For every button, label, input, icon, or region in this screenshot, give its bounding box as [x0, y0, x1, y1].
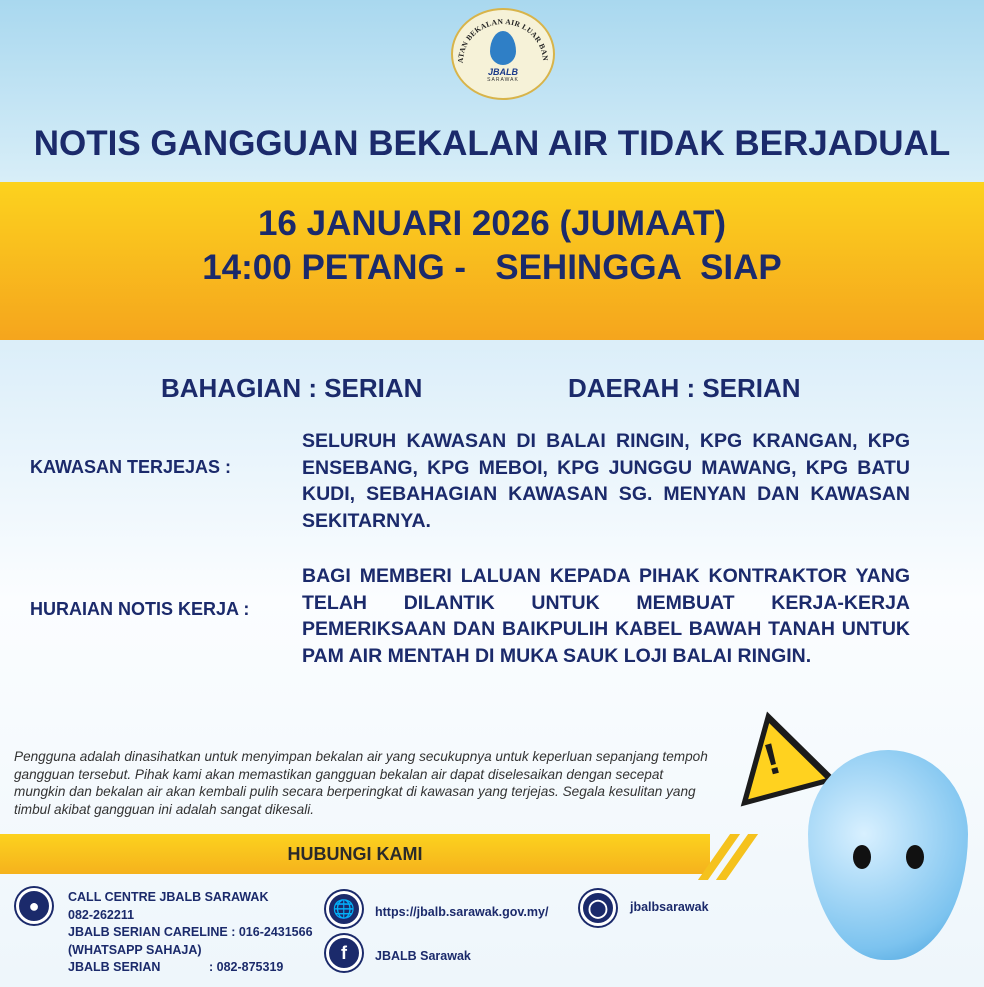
logo-ring: JABATAN BEKALAN AIR LUAR BANDAR: [450, 3, 550, 63]
facebook-link[interactable]: JBALB Sarawak: [375, 949, 471, 963]
huraian-label: HURAIAN NOTIS KERJA :: [30, 599, 250, 619]
website-link[interactable]: https://jbalb.sarawak.gov.my/: [375, 905, 549, 919]
mascot-eye: [853, 845, 871, 869]
time-line: 14:00 PETANG - SEHINGGA SIAP: [202, 248, 782, 287]
page-title: NOTIS GANGGUAN BEKALAN AIR TIDAK BERJADU…: [33, 124, 951, 163]
phone-contacts: CALL CENTRE JBALB SARAWAK 082-262211 JBA…: [68, 890, 313, 974]
kawasan-value: SELURUH KAWASAN DI BALAI RINGIN, KPG KRA…: [302, 430, 910, 532]
huraian-value: BAGI MEMBERI LALUAN KEPADA PIHAK KONTRAK…: [302, 565, 910, 667]
bahagian: BAHAGIAN : SERIAN: [161, 373, 423, 403]
mascot-eye: [906, 845, 924, 869]
daerah: DAERAH : SERIAN: [568, 373, 801, 403]
date-line: 16 JANUARI 2026 (JUMAAT): [257, 204, 727, 243]
instagram-link[interactable]: jbalbsarawak: [630, 900, 709, 914]
logo-name: JBALB: [487, 67, 518, 77]
water-drop-mascot: [808, 750, 968, 960]
logo-ring-text-wrap: JABATAN BEKALAN AIR LUAR BANDAR: [450, 3, 550, 63]
kawasan-label: KAWASAN TERJEJAS :: [30, 457, 232, 477]
instagram-icon: ◯: [580, 890, 616, 926]
water-drop-icon: [490, 31, 516, 65]
contact-heading: HUBUNGI KAMI: [0, 834, 710, 874]
jbalb-logo: JABATAN BEKALAN AIR LUAR BANDAR JBALB SA…: [450, 3, 555, 100]
logo-ring-text: JABATAN BEKALAN AIR LUAR BANDAR: [450, 3, 550, 63]
facebook-icon: f: [326, 935, 362, 971]
logo-region: SARAWAK: [487, 77, 519, 83]
advisory-note: Pengguna adalah dinasihatkan untuk menyi…: [14, 749, 708, 817]
user-icon: ●: [16, 888, 52, 924]
globe-icon: 🌐: [326, 891, 362, 927]
schedule-band: 16 JANUARI 2026 (JUMAAT) 14:00 PETANG - …: [0, 182, 984, 340]
